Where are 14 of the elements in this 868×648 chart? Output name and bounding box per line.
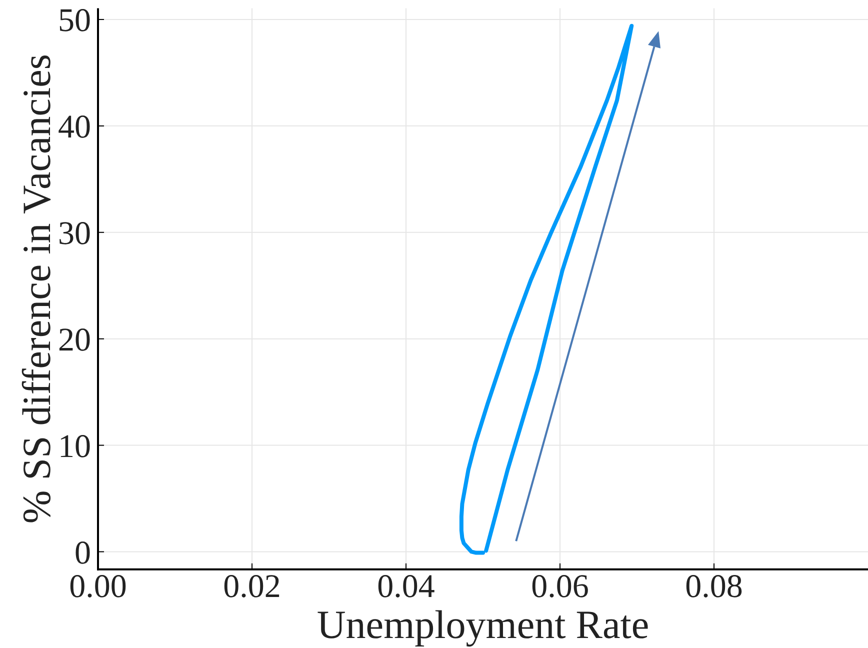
line-series (459, 24, 634, 555)
x-tick-label: 0.00 (69, 569, 127, 605)
x-tick-label: 0.02 (223, 569, 281, 605)
y-tick-label: 0 (74, 535, 91, 572)
y-tick-label: 20 (58, 322, 91, 358)
y-axis-title: % SS difference in Vacancies (14, 54, 59, 524)
x-tick-label: 0.04 (377, 569, 435, 605)
y-tick-label: 30 (58, 216, 91, 252)
x-tick-label: 0.08 (685, 569, 743, 605)
x-tick-label: 0.06 (531, 569, 589, 605)
y-tick-label: 50 (58, 3, 91, 40)
y-tick-label: 10 (58, 428, 91, 465)
y-tick-label: 40 (58, 109, 91, 146)
x-axis-title: Unemployment Rate (316, 602, 650, 647)
